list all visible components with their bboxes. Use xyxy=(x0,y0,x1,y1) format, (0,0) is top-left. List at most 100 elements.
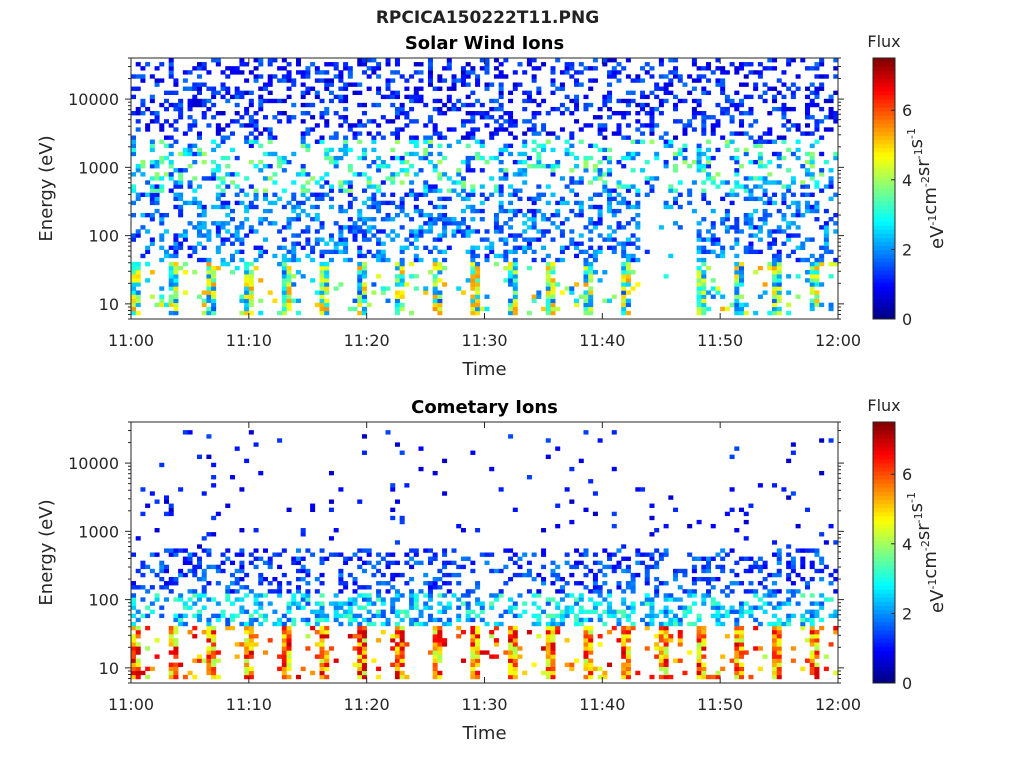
flux-cell xyxy=(508,310,514,316)
flux-cell xyxy=(149,139,155,144)
flux-cell xyxy=(809,261,815,267)
flux-cell xyxy=(583,94,589,100)
flux-cell xyxy=(324,62,330,67)
flux-cell xyxy=(192,674,198,680)
flux-cell xyxy=(187,556,193,561)
flux-cell xyxy=(149,159,155,165)
flux-cell xyxy=(244,625,250,631)
flux-cell xyxy=(531,58,537,63)
flux-cell xyxy=(696,294,702,299)
flux-cell xyxy=(588,274,594,279)
flux-cell xyxy=(451,233,457,238)
flux-cell xyxy=(149,200,155,206)
flux-cell xyxy=(319,638,325,643)
flux-cell xyxy=(357,123,363,128)
flux-cell xyxy=(701,217,707,222)
flux-cell xyxy=(743,589,749,594)
flux-cell xyxy=(569,237,575,242)
flux-cell xyxy=(343,151,349,157)
flux-cell xyxy=(564,638,570,643)
flux-cell xyxy=(663,621,669,627)
colorbar-step xyxy=(873,233,895,238)
flux-cell xyxy=(239,241,245,246)
flux-cell xyxy=(531,123,537,128)
flux-cell xyxy=(498,127,504,132)
flux-cell xyxy=(611,568,617,574)
flux-cell xyxy=(550,654,556,659)
flux-cell xyxy=(592,204,598,210)
flux-cell xyxy=(229,589,235,594)
flux-cell xyxy=(154,119,160,124)
flux-cell xyxy=(479,139,485,144)
flux-cell xyxy=(390,217,396,222)
flux-cell xyxy=(399,196,405,202)
flux-cell xyxy=(592,192,598,197)
flux-cell xyxy=(343,115,349,120)
flux-cell xyxy=(602,548,608,553)
flux-cell xyxy=(767,139,773,144)
flux-cell xyxy=(319,662,325,667)
flux-cell xyxy=(149,241,155,246)
flux-cell xyxy=(772,265,778,271)
flux-cell xyxy=(149,270,155,275)
flux-cell xyxy=(206,650,212,655)
flux-cell xyxy=(427,581,433,586)
flux-cell xyxy=(305,593,311,598)
flux-cell xyxy=(168,638,174,643)
flux-cell xyxy=(347,66,353,71)
flux-cell xyxy=(757,249,763,255)
flux-cell xyxy=(706,176,712,181)
flux-cell xyxy=(691,589,697,594)
flux-cell xyxy=(437,237,443,242)
flux-cell xyxy=(545,674,551,680)
flux-cell xyxy=(324,270,330,275)
flux-cell xyxy=(819,257,825,263)
flux-cell xyxy=(470,625,476,631)
flux-cell xyxy=(541,257,547,263)
flux-cell xyxy=(677,585,683,590)
flux-cell xyxy=(484,82,490,87)
flux-cell xyxy=(592,491,598,496)
flux-cell xyxy=(531,111,537,116)
flux-cell xyxy=(710,115,716,120)
flux-cell xyxy=(602,94,608,100)
flux-cell xyxy=(550,237,556,242)
flux-cell xyxy=(602,609,608,614)
flux-cell xyxy=(206,286,212,291)
flux-cell xyxy=(319,560,325,566)
flux-cell xyxy=(696,662,702,667)
flux-cell xyxy=(385,58,391,63)
flux-cell xyxy=(668,204,674,210)
flux-cell xyxy=(376,249,382,255)
flux-cell xyxy=(286,200,292,206)
flux-cell xyxy=(635,548,641,553)
flux-cell xyxy=(475,306,481,312)
flux-cell xyxy=(470,155,476,161)
flux-cell xyxy=(583,168,589,173)
flux-cell xyxy=(673,106,679,112)
flux-cell xyxy=(776,294,782,299)
flux-cell xyxy=(536,164,542,169)
flux-cell xyxy=(748,196,754,202)
flux-cell xyxy=(173,184,179,189)
flux-cell xyxy=(649,90,655,96)
flux-cell xyxy=(644,70,650,75)
flux-cell xyxy=(809,151,815,157)
flux-cell xyxy=(673,621,679,627)
flux-cell xyxy=(734,172,740,177)
flux-cell xyxy=(437,196,443,202)
flux-cell xyxy=(625,654,631,659)
flux-cell xyxy=(413,151,419,157)
flux-cell xyxy=(399,294,405,299)
flux-cell xyxy=(795,523,801,529)
flux-cell xyxy=(663,131,669,136)
flux-cell xyxy=(442,212,448,218)
flux-cell xyxy=(211,564,217,570)
flux-cell xyxy=(668,617,674,623)
flux-cell xyxy=(159,139,165,144)
flux-cell xyxy=(168,666,174,672)
flux-cell xyxy=(823,225,829,230)
flux-cell xyxy=(178,176,184,181)
flux-cell xyxy=(253,597,259,602)
flux-cell xyxy=(413,233,419,238)
